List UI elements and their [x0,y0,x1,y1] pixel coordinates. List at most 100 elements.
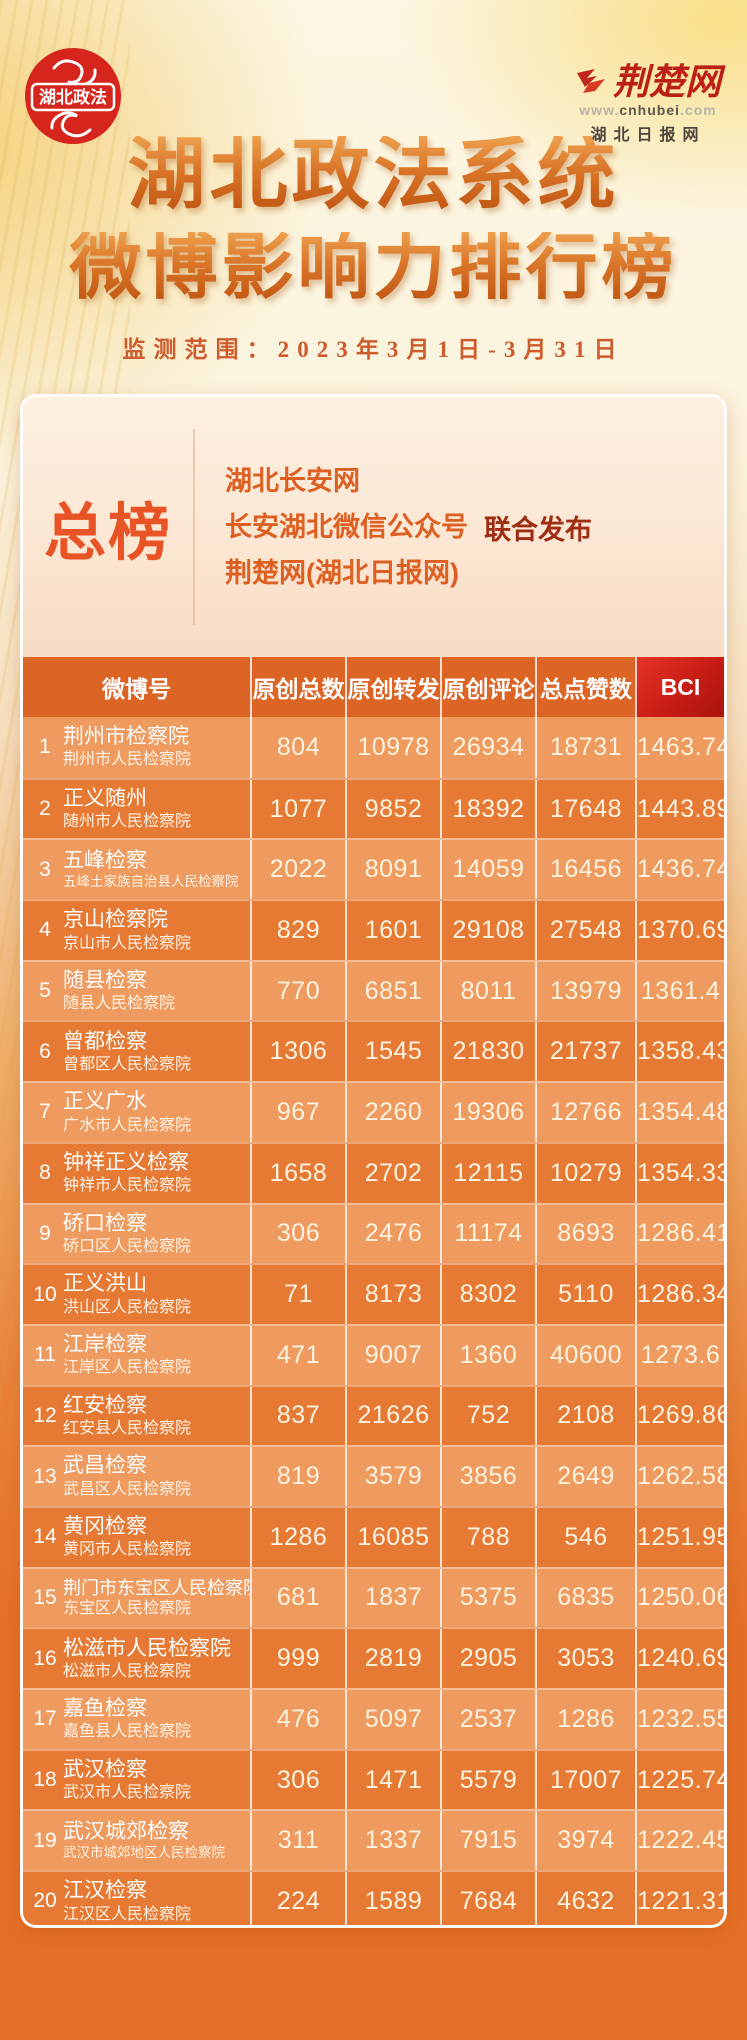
account-names: 随县检察 随县人民检察院 [63,968,175,1014]
metric-value: 837 [250,1386,345,1446]
account-names: 嘉鱼检察 嘉鱼县人民检察院 [63,1696,191,1742]
table-row: 12 红安检察 红安县人民检察院 837 21626 752 2108 1269.86 [23,1384,724,1446]
account-cell: 13 武昌检察 武昌区人民检察院 [23,1447,250,1506]
account-names: 荆州市检察院 荆州市人民检察院 [63,724,191,770]
account-cell: 12 红安检察 红安县人民检察院 [23,1387,250,1446]
account-names: 曾都检察 曾都区人民检察院 [63,1029,191,1075]
bci-value: 1222.45 [635,1811,724,1871]
account-cell: 9 硚口检察 硚口区人民检察院 [23,1205,250,1264]
column-header-bci: BCI [635,657,724,717]
metric-value: 13979 [535,961,635,1021]
metric-value: 306 [250,1204,345,1264]
metric-value: 1658 [250,1143,345,1203]
institution-name: 广水市人民检察院 [63,1116,192,1134]
bci-value: 1286.41 [635,1204,724,1264]
bci-value: 1262.58 [635,1447,724,1506]
institution-name: 松滋市人民检察院 [63,1662,192,1680]
brand-name: 荆楚网 [612,62,721,102]
metric-value: 21830 [440,1022,535,1082]
rank-number: 1 [39,735,51,759]
institution-name: 曾都区人民检察院 [63,1055,192,1073]
bci-value: 1286.34 [635,1265,724,1324]
publisher-item: 长安湖北微信公众号 [225,512,468,542]
account-cell: 5 随县检察 随县人民检察院 [23,962,250,1021]
metric-value: 2022 [250,840,345,900]
account-cell: 15 荆门市东宝区人民检察院 东宝区人民检察院 [23,1569,250,1628]
bci-value: 1273.6 [635,1325,724,1385]
institution-name: 东宝区人民检察院 [63,1600,192,1618]
account-cell: 6 曾都检察 曾都区人民检察院 [23,1022,250,1081]
weibo-account-name: 京山检察院 [63,908,168,932]
brand-subtitle: 湖北日报网 [563,121,733,145]
metric-value: 2108 [535,1386,635,1446]
weibo-account-name: 江汉检察 [63,1879,147,1903]
metric-value: 6835 [535,1568,635,1628]
rank-number: 6 [39,1039,51,1063]
account-names: 京山检察院京山市人民检察院 [63,907,191,953]
metric-value: 9007 [345,1325,440,1385]
metric-value: 26934 [440,717,535,778]
bci-value: 1232.55 [635,1690,724,1749]
column-header-weibo: 微博号 [102,676,171,702]
metric-value: 1337 [345,1811,440,1871]
rank-number: 20 [33,1889,57,1913]
ranking-card: 总榜 湖北长安网 长安湖北微信公众号 荆楚网(湖北日报网) 联合发布 微博号 原… [20,394,727,1928]
monitor-range-label: 监测范围：2023年3月1日-3月31日 [122,337,625,362]
bci-value: 1240.69 [635,1629,724,1688]
metric-value: 2476 [345,1204,440,1264]
metric-value: 1306 [250,1022,345,1082]
metric-value: 8693 [535,1204,635,1264]
metric-value: 5110 [535,1265,635,1324]
account-cell: 7 正义广水 广水市人民检察院 [23,1083,250,1142]
account-cell: 3 五峰检察 五峰土家族自治县人民检察院 [23,840,250,899]
institution-name: 江汉区人民检察院 [63,1905,192,1923]
metric-value: 18731 [535,717,635,778]
metric-value: 804 [250,717,345,778]
bci-value: 1463.74 [635,717,724,778]
account-cell: 10 正义洪山 洪山区人民检察院 [23,1265,250,1324]
metric-value: 12766 [535,1083,635,1142]
hubei-zhengfa-seal-logo: 湖北政法 [24,46,122,146]
bci-value: 1370.69 [635,901,724,960]
table-row: 9 硚口检察 硚口区人民检察院 306 2476 11174 8693 1286.41 [23,1202,724,1264]
rank-number: 12 [33,1403,57,1427]
weibo-account-name: 正义洪山 [63,1272,147,1296]
column-header-original-total: 原创总数 [250,657,345,717]
rank-number: 4 [39,918,51,942]
account-names: 正义随州 随州市人民检察院 [63,786,191,832]
account-names: 松滋市人民检察院 松滋市人民检察院 [63,1636,231,1682]
metric-value: 306 [250,1750,345,1810]
account-names: 武汉检察 武汉市人民检察院 [63,1757,191,1803]
account-names: 正义洪山 洪山区人民检察院 [63,1271,191,1317]
institution-name: 武昌区人民检察院 [63,1480,192,1498]
metric-value: 3974 [535,1811,635,1871]
metric-value: 752 [440,1386,535,1446]
metric-value: 5097 [345,1690,440,1749]
weibo-account-name: 松滋市人民检察院 [63,1636,231,1660]
svg-text:湖北政法: 湖北政法 [39,87,107,107]
account-names: 红安检察 红安县人民检察院 [63,1393,191,1439]
table-row: 16 松滋市人民检察院 松滋市人民检察院 999 2819 2905 3053 1240.69 [23,1627,724,1688]
table-row: 1 荆州市检察院 荆州市人民检察院 804 10978 26934 18731 1463.74 [23,717,724,778]
jingchu-swoosh-icon [576,69,605,93]
institution-name: 钟祥市人民检察院 [63,1177,192,1195]
table-row: 17 嘉鱼检察 嘉鱼县人民检察院 476 5097 2537 1286 1232.55 [23,1688,724,1749]
page-title-line2: 微博影响力排行榜 [0,232,747,304]
institution-name: 京山市人民检察院 [63,934,192,952]
metric-value: 1837 [345,1568,440,1628]
rank-number: 3 [39,857,51,881]
rank-number: 13 [33,1464,57,1488]
metric-value: 2260 [345,1083,440,1142]
metric-value: 8011 [440,961,535,1021]
account-cell: 8 钟祥正义检察 钟祥市人民检察院 [23,1144,250,1203]
table-row: 18 武汉检察 武汉市人民检察院 306 1471 5579 17007 1225.74 [23,1748,724,1810]
rank-number: 10 [33,1282,57,1306]
metric-value: 476 [250,1690,345,1749]
account-names: 黄冈检察 黄冈市人民检察院 [63,1514,191,1560]
account-cell: 4 京山检察院京山市人民检察院 [23,901,250,960]
metric-value: 19306 [440,1083,535,1142]
rank-number: 17 [33,1707,57,1731]
metric-value: 1589 [345,1872,440,1925]
metric-value: 819 [250,1447,345,1506]
institution-name: 嘉鱼县人民检察院 [63,1723,192,1741]
